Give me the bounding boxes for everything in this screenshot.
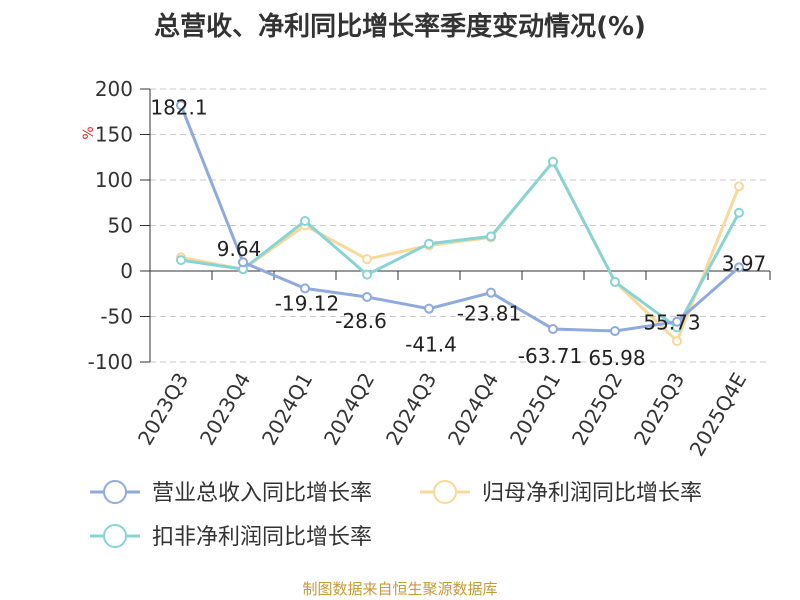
legend-label: 营业总收入同比增长率 [152, 481, 372, 506]
chart-title: 总营收、净利同比增长率季度变动情况(%) [154, 12, 646, 42]
legend-label: 扣非净利润同比增长率 [152, 525, 372, 550]
y-axis-label: % [81, 126, 97, 139]
data-label: 65.98 [588, 346, 645, 370]
y-tick-label: 50 [108, 214, 133, 238]
data-point [176, 255, 186, 266]
x-tick-label: 2025Q1 [505, 369, 565, 450]
legend-marker [103, 480, 127, 504]
data-point [238, 257, 248, 268]
data-point [734, 181, 744, 192]
x-tick-label: 2023Q3 [133, 369, 193, 450]
data-point [672, 336, 682, 347]
data-label: 3.97 [722, 251, 767, 275]
data-point [362, 254, 372, 265]
legend-marker [103, 524, 127, 548]
data-point [362, 269, 372, 280]
data-point [486, 231, 496, 242]
x-tick-label: 2023Q4 [195, 369, 255, 450]
data-point [610, 326, 620, 337]
data-label: -28.6 [335, 309, 387, 333]
x-tick-label: 2025Q3 [629, 369, 689, 450]
x-tick-label: 2024Q1 [257, 369, 317, 450]
data-point [672, 316, 682, 327]
source-note: 制图数据来自恒生聚源数据库 [302, 580, 498, 598]
data-point [548, 156, 558, 167]
data-label: -63.71 [518, 344, 582, 368]
data-point [362, 292, 372, 303]
x-tick-label: 2024Q4 [443, 369, 503, 450]
x-tick-label: 2024Q3 [381, 369, 441, 450]
x-tick-label: 2025Q4E [685, 369, 752, 461]
data-label: 55.73 [643, 311, 700, 335]
legend-marker [433, 480, 457, 504]
data-point [424, 238, 434, 249]
x-tick-label: 2024Q2 [319, 369, 379, 450]
data-point [300, 215, 310, 226]
data-point [734, 207, 744, 218]
data-label: 9.64 [217, 237, 262, 261]
data-point [424, 303, 434, 314]
y-tick-label: 150 [95, 123, 133, 147]
data-point [734, 262, 744, 273]
data-point [300, 283, 310, 294]
legend-label: 归母净利润同比增长率 [482, 481, 702, 506]
x-tick-label: 2025Q2 [567, 369, 627, 450]
data-label: 182.1 [150, 95, 207, 119]
data-label: -41.4 [405, 333, 457, 357]
series-line [180, 159, 741, 330]
y-tick-label: -50 [100, 305, 133, 329]
data-point [548, 323, 558, 334]
y-tick-label: 100 [95, 168, 133, 192]
series-line [179, 104, 740, 333]
y-tick-label: 0 [120, 259, 133, 283]
y-tick-label: 200 [95, 77, 133, 101]
data-label: -19.12 [275, 291, 339, 315]
data-point [176, 100, 186, 111]
data-label: -23.81 [457, 302, 521, 326]
data-point [610, 276, 620, 287]
y-tick-label: -100 [88, 350, 133, 374]
data-point [486, 287, 496, 298]
